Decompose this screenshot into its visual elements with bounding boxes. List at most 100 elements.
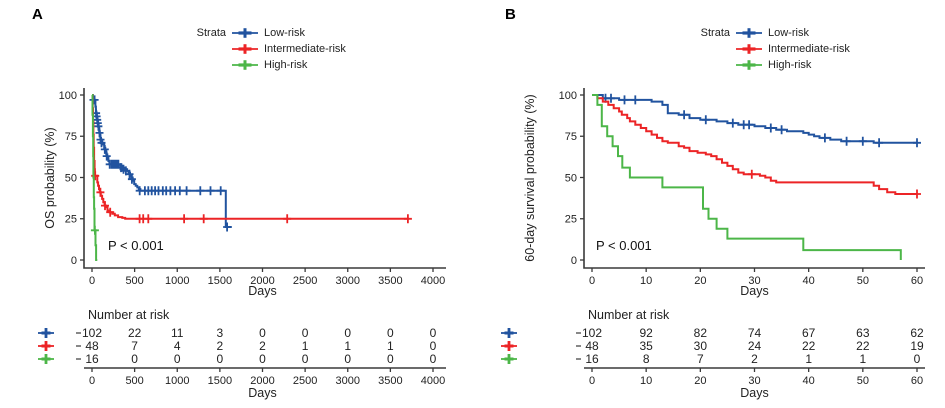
risk-count: 0 (302, 326, 309, 340)
x-tick-label: 0 (89, 275, 95, 287)
legend-label-high-risk: High-risk (264, 59, 308, 71)
curve-high-risk (592, 94, 902, 260)
panel-label-b: B (505, 6, 516, 23)
x-tick-label: 50 (857, 275, 869, 287)
risk-count: 8 (643, 352, 650, 366)
legend-label-high-risk: High-risk (768, 59, 812, 71)
risk-x-tick-label: 3500 (378, 375, 402, 387)
risk-count: 0 (387, 326, 394, 340)
legend-title: Strata (700, 27, 730, 39)
legend-a: Strata Low-risk Intermediate-risk High-r… (188, 25, 346, 73)
risk-count: 48 (585, 339, 599, 353)
risk-x-tick-label: 50 (857, 375, 869, 387)
censor-marks-intermediate-risk (747, 169, 921, 199)
risk-count: 4 (174, 339, 181, 353)
risk-count: 0 (344, 352, 351, 366)
risk-count: 1 (859, 352, 866, 366)
x-tick-label: 10 (640, 275, 652, 287)
risk-count: 22 (856, 339, 870, 353)
curve-high-risk (91, 94, 98, 261)
risk-count: 0 (387, 352, 394, 366)
censor-marks-low-risk (601, 93, 921, 148)
risk-count: 0 (430, 352, 437, 366)
y-tick-label: 0 (71, 255, 77, 267)
risk-count: 82 (694, 326, 708, 340)
risk-count: 2 (217, 339, 224, 353)
x-tick-label: 20 (694, 275, 706, 287)
y-axis-label: 60-day survival probability (%) (523, 94, 537, 262)
panel-label-a: A (32, 6, 43, 23)
risk-x-tick-label: 0 (589, 375, 595, 387)
x-tick-label: 3000 (336, 275, 360, 287)
x-axis-label: Days (740, 284, 769, 298)
risk-count: 2 (259, 339, 266, 353)
risk-count: 48 (85, 339, 99, 353)
x-tick-label: 2000 (250, 275, 274, 287)
risk-table-title: Number at risk (588, 308, 670, 322)
axis-lines (83, 88, 446, 269)
risk-count: 0 (217, 352, 224, 366)
y-tick-label: 75 (565, 131, 577, 143)
km-line-cross-icon (232, 59, 258, 71)
x-tick-label: 0 (589, 275, 595, 287)
y-tick-label: 25 (565, 214, 577, 226)
risk-count: 22 (128, 326, 142, 340)
km-line-cross-icon (232, 43, 258, 55)
legend-b: Strata Low-risk Intermediate-risk High-r… (692, 25, 850, 73)
risk-count: 0 (174, 352, 181, 366)
legend-row: Strata Low-risk (692, 25, 850, 41)
x-tick-label: 500 (125, 275, 143, 287)
risk-count: 92 (639, 326, 653, 340)
risk-count: 0 (344, 326, 351, 340)
x-tick-label: 1500 (208, 275, 232, 287)
legend-label-low-risk: Low-risk (264, 27, 305, 39)
curve-intermediate-risk (592, 94, 917, 195)
y-axis-label: OS probability (%) (43, 127, 57, 229)
risk-count: 63 (856, 326, 870, 340)
km-line-cross-icon (736, 27, 762, 39)
y-tick-label: 75 (65, 131, 77, 143)
censor-marks-high-risk (90, 225, 99, 235)
x-tick-label: 4000 (421, 275, 445, 287)
risk-count: 102 (582, 326, 602, 340)
x-tick-label: 2500 (293, 275, 317, 287)
x-tick-label: 3500 (378, 275, 402, 287)
risk-x-tick-label: 2000 (250, 375, 274, 387)
panel-a: 0 25 50 75 100 0 500 1000 1500 2000 2500 3000 3500 40… (0, 0, 472, 408)
risk-count: 0 (259, 352, 266, 366)
risk-count: 7 (131, 339, 138, 353)
legend-label-intermediate-risk: Intermediate-risk (264, 43, 346, 55)
panel-b: 0 25 50 75 100 0 10 20 30 40 50 60 102 92 82 74 67 63 62 48… (473, 0, 945, 408)
risk-x-tick-label: 3000 (336, 375, 360, 387)
risk-x-tick-label: 20 (694, 375, 706, 387)
risk-x-tick-label: 0 (89, 375, 95, 387)
legend-row: Intermediate-risk (188, 41, 346, 57)
risk-table-x-axis-label: Days (740, 386, 769, 400)
risk-count: 19 (910, 339, 924, 353)
risk-x-tick-label: 2500 (293, 375, 317, 387)
curve-intermediate-risk (91, 94, 410, 220)
risk-count: 11 (171, 326, 184, 340)
legend-row: Intermediate-risk (692, 41, 850, 57)
risk-x-tick-label: 500 (125, 375, 143, 387)
risk-count: 1 (805, 352, 812, 366)
risk-x-tick-label: 1000 (165, 375, 189, 387)
risk-count: 22 (802, 339, 816, 353)
risk-count: 62 (910, 326, 924, 340)
risk-x-tick-label: 1500 (208, 375, 232, 387)
y-tick-label: 25 (65, 214, 77, 226)
risk-count: 67 (802, 326, 816, 340)
censor-marks-intermediate-risk (91, 171, 412, 224)
risk-x-tick-label: 10 (640, 375, 652, 387)
risk-count: 24 (748, 339, 762, 353)
risk-count: 30 (694, 339, 708, 353)
x-tick-label: 60 (911, 275, 923, 287)
legend-row: Strata Low-risk (188, 25, 346, 41)
p-value-annotation: P < 0.001 (596, 238, 652, 253)
risk-count: 16 (85, 352, 99, 366)
y-tick-label: 100 (559, 90, 577, 102)
y-tick-label: 0 (571, 255, 577, 267)
